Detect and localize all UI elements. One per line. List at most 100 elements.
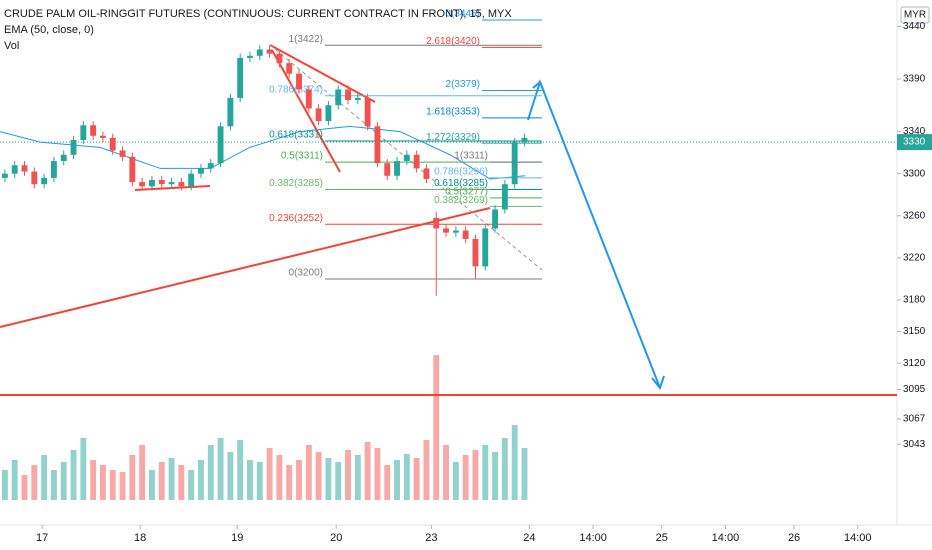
candle-body — [521, 137, 528, 143]
y-tick-label: 3440 — [903, 21, 926, 32]
candle-body — [256, 49, 263, 56]
volume-bar — [207, 445, 214, 500]
x-tick-label: 25 — [656, 532, 668, 544]
chart-title: CRUDE PALM OIL-RINGGIT FUTURES (CONTINUO… — [4, 8, 512, 20]
candle-body — [188, 173, 195, 187]
candle-body — [433, 217, 440, 229]
last-price-box — [897, 134, 932, 151]
y-tick-label: 3067 — [903, 414, 926, 425]
x-tick-label: 17 — [36, 532, 48, 544]
x-tick-label: 20 — [330, 532, 342, 544]
fib-layer: 1(3422) 0.786(3374) 0.618(3331) 0.5(3311) 0.… — [269, 9, 542, 280]
candle-body — [266, 49, 273, 54]
volume-bar — [492, 452, 499, 500]
fib-label: 2.618(3420) — [426, 36, 480, 47]
volume-bar — [276, 455, 283, 500]
candle-body — [168, 182, 175, 185]
fib-label: 2(3379) — [446, 79, 480, 90]
volume-bar — [325, 458, 332, 500]
indicator-label: EMA (50, close, 0) — [4, 24, 94, 36]
volume-bar — [423, 440, 430, 500]
candle-body — [423, 168, 430, 179]
x-tick-label: 24 — [523, 532, 535, 544]
candle-body — [11, 165, 18, 174]
volume-bar — [168, 458, 175, 500]
volume-bar — [452, 462, 459, 500]
volume-bar — [237, 440, 244, 500]
volume-bar — [198, 460, 204, 500]
volume-layer — [1, 355, 528, 500]
candle-body — [364, 97, 371, 127]
y-tick-label: 3180 — [903, 295, 926, 306]
candle-body — [50, 161, 57, 178]
candle-body — [462, 230, 469, 239]
fib-label: 0.618(3331) — [269, 130, 323, 141]
volume-bar — [256, 462, 263, 500]
volume-bar — [462, 455, 469, 500]
fib-label: 1(3311) — [454, 151, 488, 162]
volume-bar — [443, 445, 449, 500]
fib-label: 1.618(3353) — [426, 107, 480, 118]
candle-body — [394, 161, 400, 176]
volume-bar — [129, 455, 136, 500]
fib-label: 0.382(3285) — [269, 178, 323, 189]
candle-body — [315, 108, 322, 122]
candle-body — [492, 209, 499, 229]
candle-body — [227, 97, 234, 127]
y-tick-label: 3260 — [903, 210, 926, 221]
fib-label: 1(3422) — [289, 34, 323, 45]
volume-bar — [139, 445, 146, 500]
currency-box[interactable] — [900, 6, 930, 24]
candle-body — [247, 55, 253, 58]
volume-label: Vol — [4, 40, 19, 52]
fib-label: 0.618(3285) — [434, 178, 488, 189]
candle-body — [198, 168, 204, 174]
fib-label: 0.5(3311) — [281, 151, 323, 162]
y-tick-label: 3043 — [903, 439, 926, 450]
volume-bar — [149, 470, 155, 500]
candle-body — [325, 105, 332, 122]
x-tick-label: 19 — [231, 532, 243, 544]
candle-body — [443, 228, 449, 233]
x-tick-label: 23 — [425, 532, 437, 544]
candle-body — [501, 184, 508, 210]
candle-body — [21, 165, 28, 172]
fib-label: 0.786(3374) — [269, 84, 323, 95]
candle-body — [80, 125, 87, 140]
volume-bar — [109, 470, 116, 500]
trend-line — [0, 207, 491, 328]
candle-body — [99, 135, 106, 138]
flag-line — [269, 44, 376, 103]
y-tick-label: 3340 — [903, 126, 926, 137]
candle-body — [345, 89, 351, 100]
x-tick-label: 26 — [788, 532, 800, 544]
volume-bar — [354, 455, 361, 500]
volume-bar — [403, 454, 410, 500]
volume-bar — [521, 448, 528, 500]
volume-bar — [247, 460, 253, 500]
fib-label: 1.272(3329) — [426, 132, 480, 143]
volume-bar — [315, 452, 322, 500]
volume-bar — [227, 452, 234, 500]
candle-body — [296, 73, 302, 90]
candle-body — [384, 163, 391, 176]
volume-bar — [21, 475, 28, 500]
volume-bar — [335, 462, 342, 500]
volume-bar — [50, 470, 57, 500]
y-tick-label: 3120 — [903, 358, 926, 369]
volume-bar — [345, 450, 351, 500]
candle-body — [149, 180, 155, 187]
candles-layer — [1, 45, 528, 296]
candle-body — [511, 142, 518, 185]
currency[interactable]: MYR — [904, 10, 926, 21]
volume-bar — [413, 458, 420, 500]
volume-bar — [70, 450, 77, 500]
y-tick-label: 3390 — [903, 74, 926, 85]
volume-bar — [433, 355, 440, 500]
candle-body — [119, 150, 126, 157]
candle-body — [286, 63, 293, 74]
volume-bar — [472, 450, 479, 500]
candle-body — [217, 126, 224, 164]
volume-bar — [1, 470, 8, 500]
volume-bar — [178, 465, 185, 500]
